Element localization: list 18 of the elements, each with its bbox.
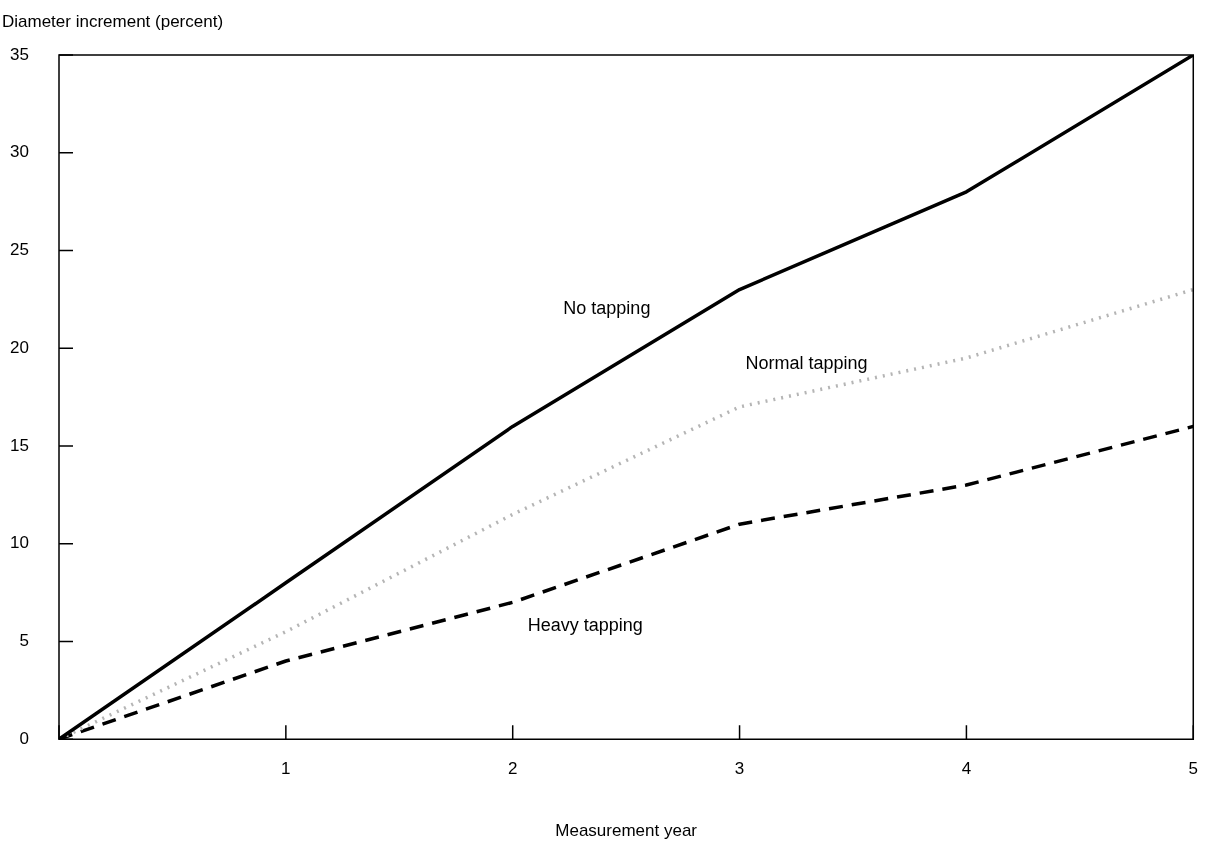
x-tick-label: 4 (961, 759, 972, 779)
x-tick-label: 5 (1188, 759, 1199, 779)
y-tick-label: 15 (10, 435, 29, 455)
series-label: No tapping (563, 297, 651, 318)
y-axis-title: Diameter increment (percent) (2, 11, 224, 31)
y-tick-label: 25 (10, 240, 29, 260)
y-tick-label: 35 (10, 44, 29, 64)
series-label: Heavy tapping (527, 615, 643, 636)
y-tick-label: 0 (19, 728, 29, 748)
x-tick-label: 3 (734, 759, 745, 779)
x-axis-title: Measurement year (555, 821, 698, 841)
x-tick-label: 2 (507, 759, 518, 779)
y-tick-label: 30 (10, 142, 29, 162)
y-tick-label: 10 (10, 533, 29, 553)
series-label: Normal tapping (745, 353, 868, 374)
x-tick-label: 1 (281, 759, 291, 779)
y-tick-label: 5 (19, 631, 29, 651)
y-tick-label: 20 (10, 337, 29, 357)
